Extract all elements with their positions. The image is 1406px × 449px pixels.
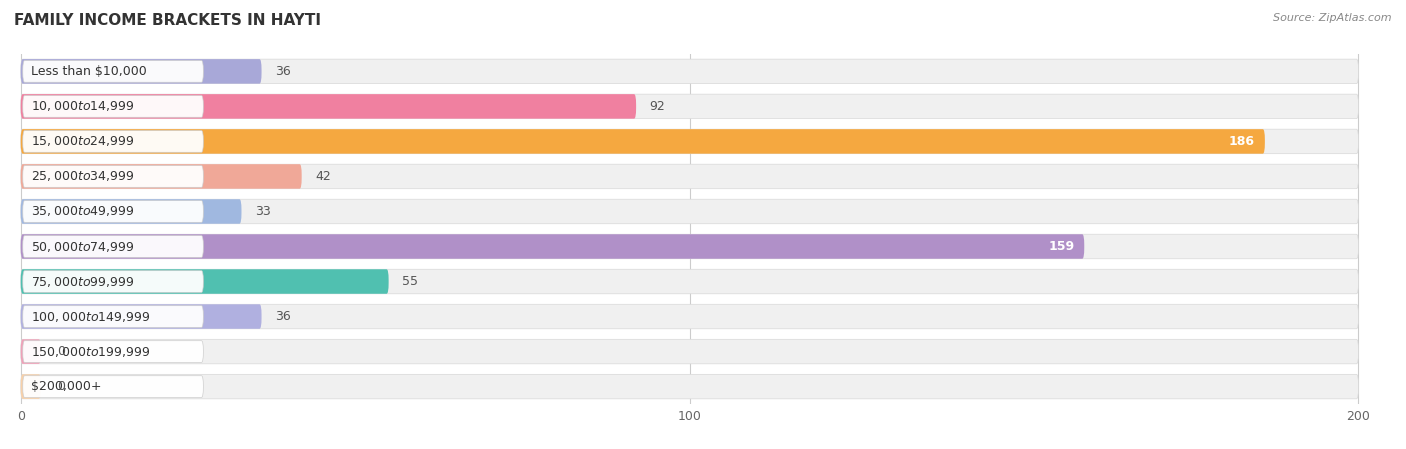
Text: 36: 36 (276, 310, 291, 323)
FancyBboxPatch shape (21, 59, 262, 84)
FancyBboxPatch shape (22, 341, 204, 362)
Text: 33: 33 (254, 205, 270, 218)
FancyBboxPatch shape (22, 61, 204, 82)
Text: Less than $10,000: Less than $10,000 (31, 65, 146, 78)
Text: 42: 42 (315, 170, 330, 183)
FancyBboxPatch shape (21, 304, 1358, 329)
FancyBboxPatch shape (21, 234, 1358, 259)
Text: $75,000 to $99,999: $75,000 to $99,999 (31, 274, 135, 289)
Text: 159: 159 (1047, 240, 1074, 253)
FancyBboxPatch shape (22, 96, 204, 117)
FancyBboxPatch shape (21, 269, 388, 294)
FancyBboxPatch shape (22, 376, 204, 397)
FancyBboxPatch shape (21, 339, 41, 364)
FancyBboxPatch shape (21, 129, 1265, 154)
Text: 0: 0 (58, 380, 66, 393)
Text: Source: ZipAtlas.com: Source: ZipAtlas.com (1274, 13, 1392, 23)
FancyBboxPatch shape (21, 339, 1358, 364)
FancyBboxPatch shape (22, 306, 204, 327)
FancyBboxPatch shape (21, 199, 242, 224)
FancyBboxPatch shape (21, 234, 1084, 259)
Text: 0: 0 (58, 345, 66, 358)
Text: $200,000+: $200,000+ (31, 380, 101, 393)
Text: $50,000 to $74,999: $50,000 to $74,999 (31, 239, 135, 254)
FancyBboxPatch shape (21, 59, 1358, 84)
FancyBboxPatch shape (21, 164, 302, 189)
Text: FAMILY INCOME BRACKETS IN HAYTI: FAMILY INCOME BRACKETS IN HAYTI (14, 13, 321, 28)
Text: 55: 55 (402, 275, 418, 288)
FancyBboxPatch shape (22, 166, 204, 187)
Text: $10,000 to $14,999: $10,000 to $14,999 (31, 99, 135, 114)
Text: 36: 36 (276, 65, 291, 78)
FancyBboxPatch shape (21, 164, 1358, 189)
FancyBboxPatch shape (21, 269, 1358, 294)
FancyBboxPatch shape (21, 94, 636, 119)
Text: 186: 186 (1229, 135, 1254, 148)
Text: $15,000 to $24,999: $15,000 to $24,999 (31, 134, 135, 149)
FancyBboxPatch shape (22, 201, 204, 222)
Text: $25,000 to $34,999: $25,000 to $34,999 (31, 169, 135, 184)
FancyBboxPatch shape (21, 374, 1358, 399)
FancyBboxPatch shape (22, 236, 204, 257)
Text: $35,000 to $49,999: $35,000 to $49,999 (31, 204, 135, 219)
FancyBboxPatch shape (22, 131, 204, 152)
FancyBboxPatch shape (21, 94, 1358, 119)
Text: $100,000 to $149,999: $100,000 to $149,999 (31, 309, 150, 324)
FancyBboxPatch shape (21, 129, 1358, 154)
Text: 92: 92 (650, 100, 665, 113)
FancyBboxPatch shape (21, 199, 1358, 224)
FancyBboxPatch shape (21, 304, 262, 329)
FancyBboxPatch shape (22, 271, 204, 292)
FancyBboxPatch shape (21, 374, 41, 399)
Text: $150,000 to $199,999: $150,000 to $199,999 (31, 344, 150, 359)
